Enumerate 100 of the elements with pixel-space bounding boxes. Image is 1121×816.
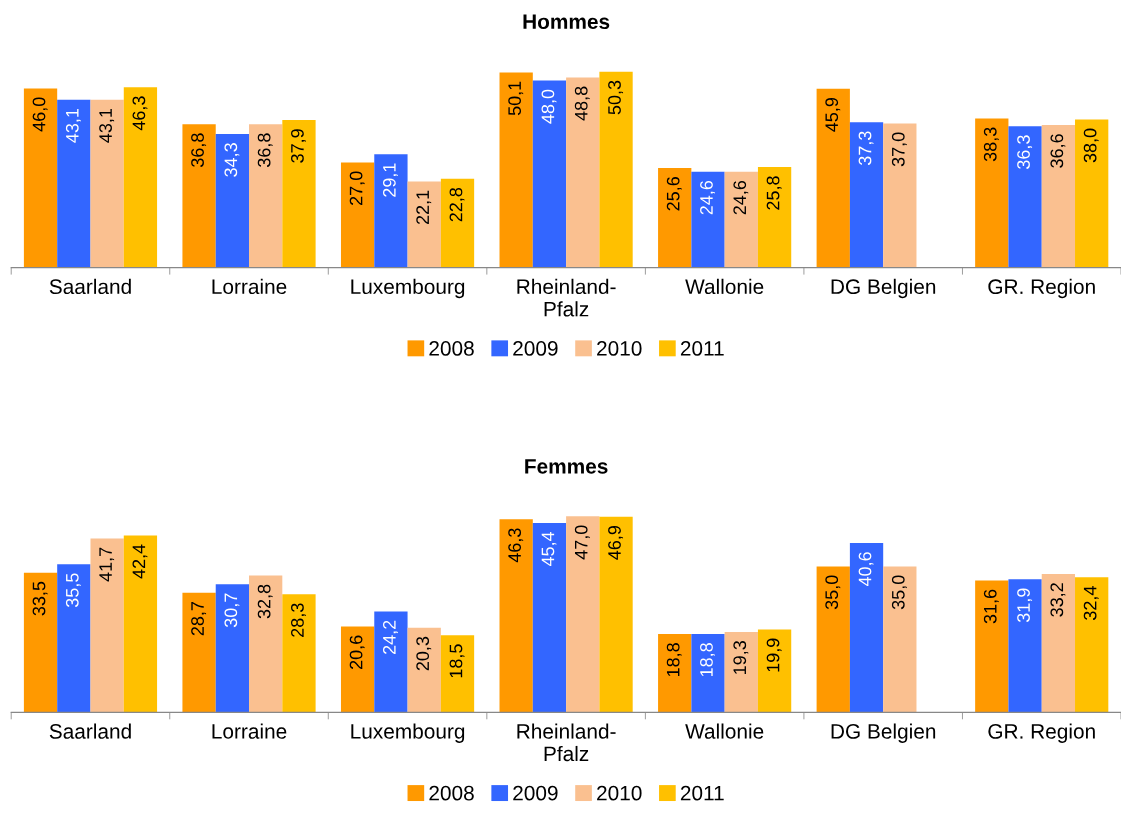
bar — [249, 575, 283, 713]
bar — [215, 133, 250, 268]
bar — [883, 123, 917, 268]
bar — [566, 516, 600, 713]
data-label: 42,4 — [132, 544, 148, 579]
legend-label: 2008 — [429, 785, 474, 801]
bar — [499, 519, 533, 713]
bar — [599, 516, 633, 713]
bar — [599, 71, 633, 268]
bar — [440, 178, 475, 268]
bar — [340, 626, 375, 713]
data-label: 25,6 — [666, 177, 682, 211]
chart-title: Femmes — [525, 459, 608, 474]
bar — [1008, 126, 1042, 268]
x-tick-label: Lorraine — [212, 723, 287, 739]
data-label: 37,9 — [291, 129, 306, 163]
bar — [724, 171, 758, 268]
bar — [282, 119, 316, 268]
bar — [374, 611, 408, 713]
bar — [658, 633, 692, 713]
bar — [57, 564, 91, 713]
data-label: 37,3 — [858, 131, 874, 166]
data-label: 18,8 — [666, 643, 682, 677]
data-label: 36,6 — [1050, 134, 1066, 168]
data-label: 19,3 — [733, 641, 749, 674]
data-label: 36,3 — [1017, 135, 1033, 169]
bar — [407, 627, 441, 713]
bar — [566, 77, 600, 268]
data-label: 18,5 — [449, 644, 465, 678]
data-label: 28,7 — [191, 601, 207, 636]
bar — [499, 72, 533, 268]
data-label: 46,3 — [132, 96, 148, 131]
bar — [1041, 125, 1076, 268]
bar — [249, 124, 283, 268]
x-tick-label: Lorraine — [212, 278, 287, 295]
data-label: 50,3 — [608, 80, 624, 115]
legend-label: 2009 — [513, 785, 558, 801]
chart-title: Hommes — [523, 14, 610, 30]
bar — [532, 80, 567, 268]
legend-label: 2008 — [429, 341, 474, 356]
data-label: 43,1 — [99, 108, 115, 143]
data-label: 45,4 — [541, 531, 557, 567]
bar — [182, 592, 216, 713]
bar — [407, 181, 441, 268]
bar — [90, 99, 124, 268]
data-label: 24,2 — [382, 620, 398, 655]
bar — [182, 124, 216, 268]
x-tick-label: Luxembourg — [351, 278, 465, 299]
x-tick-label: Wallonie — [685, 723, 764, 739]
bar — [975, 118, 1009, 268]
bar — [1075, 577, 1109, 713]
bar — [340, 162, 375, 268]
bar — [282, 594, 316, 713]
x-tick-label: Saarland — [49, 723, 131, 739]
bar — [440, 635, 475, 713]
data-label: 19,9 — [766, 638, 782, 672]
data-label: 45,9 — [825, 97, 841, 132]
data-label: 28,3 — [291, 603, 306, 637]
data-label: 48,8 — [574, 86, 590, 121]
bar — [658, 167, 692, 268]
data-label: 48,0 — [541, 89, 557, 124]
legend-label: 2011 — [680, 785, 724, 801]
data-label: 41,7 — [99, 547, 115, 582]
data-label: 32,8 — [257, 584, 273, 619]
x-tick-label: Rheinland-Pfalz — [517, 723, 616, 762]
data-label: 34,3 — [224, 143, 240, 177]
data-label: 35,0 — [891, 575, 907, 610]
data-label: 38,3 — [983, 127, 999, 162]
legend-label: 2010 — [597, 785, 642, 801]
data-label: 35,5 — [65, 573, 81, 608]
x-tick-label: Luxembourg — [351, 723, 465, 743]
bar — [1008, 579, 1042, 713]
bar — [691, 171, 725, 268]
bar — [724, 631, 758, 713]
data-label: 30,7 — [224, 593, 240, 628]
bar — [816, 566, 850, 713]
data-label: 37,0 — [891, 132, 907, 167]
bar — [1041, 573, 1076, 713]
bar — [215, 584, 250, 713]
data-label: 47,0 — [574, 525, 590, 560]
bar — [23, 572, 58, 713]
x-tick-label: Wallonie — [685, 278, 764, 295]
data-label: 25,8 — [766, 176, 782, 210]
bar — [123, 535, 158, 713]
bar — [374, 154, 408, 268]
bar — [975, 580, 1009, 713]
x-tick-label: Saarland — [49, 278, 131, 295]
x-tick-label: GR. Region — [988, 278, 1095, 299]
data-label: 20,3 — [416, 636, 432, 671]
data-label: 46,0 — [32, 97, 48, 132]
data-label: 31,6 — [983, 589, 999, 624]
data-label: 46,9 — [608, 525, 624, 560]
data-label: 40,6 — [858, 552, 874, 587]
x-tick-label: Rheinland-Pfalz — [517, 278, 616, 317]
bar — [757, 167, 792, 268]
data-label: 38,0 — [1083, 128, 1099, 163]
data-label: 33,5 — [32, 581, 48, 616]
x-tick-label: DG Belgien — [831, 278, 936, 299]
bar — [57, 99, 91, 268]
x-tick-label: GR. Region — [988, 723, 1095, 743]
